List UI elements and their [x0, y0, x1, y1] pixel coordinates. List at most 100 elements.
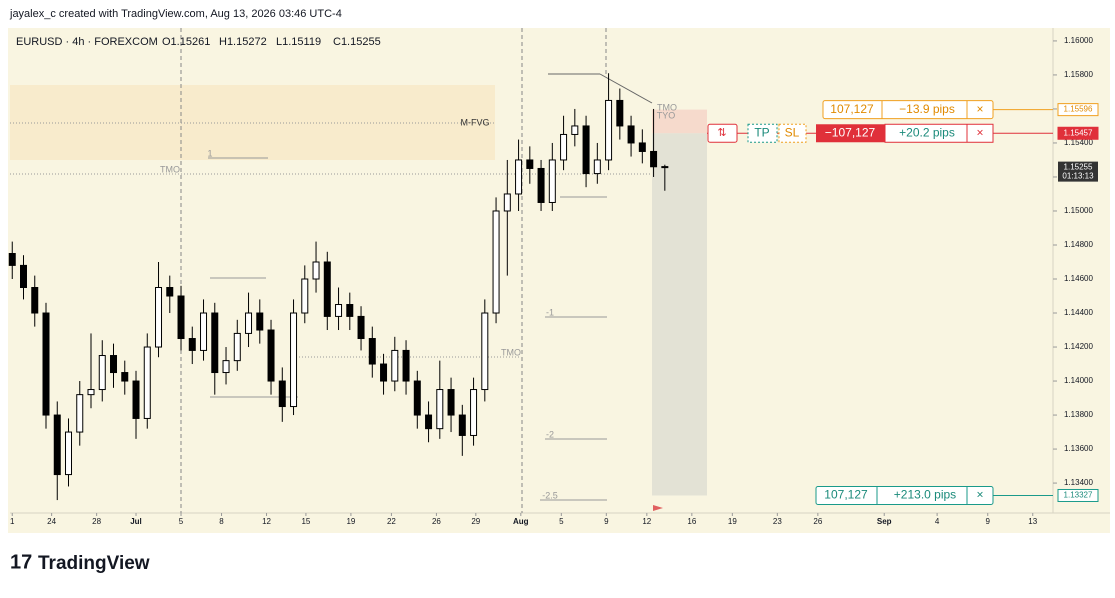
x-tick-label: 29 — [471, 517, 480, 526]
x-tick-label: 5 — [559, 517, 564, 526]
price-label: 1.15596 — [1064, 105, 1093, 114]
entry-qty-bg — [816, 124, 885, 143]
entry-pips: +20.2 pips — [899, 125, 955, 139]
countdown: 01:13:13 — [1062, 172, 1094, 181]
close-icon[interactable]: × — [976, 488, 983, 502]
candle-body — [571, 125, 579, 135]
candle-body — [31, 287, 39, 314]
price-label-bg — [1057, 488, 1099, 502]
candle-body — [616, 99, 624, 127]
x-tick-label: Jul — [130, 517, 142, 526]
candle-body — [638, 142, 646, 152]
candle-body — [211, 312, 219, 374]
candle-body — [155, 287, 163, 348]
ohlc-legend: O1.15261 H1.15272 L1.15119 C1.15255 — [162, 36, 381, 48]
x-tick-label: 12 — [642, 517, 651, 526]
stop-box — [822, 100, 994, 120]
candle-body — [548, 159, 556, 203]
candle-body — [413, 380, 421, 416]
candle-body — [290, 312, 298, 408]
price-label-bg — [1058, 161, 1098, 182]
annotation: 1 — [207, 148, 212, 158]
candle-body — [177, 295, 185, 340]
y-tick-label: 1.13400 — [1064, 478, 1093, 487]
candle-body — [526, 159, 534, 169]
candle-body — [537, 167, 545, 203]
candle-body — [368, 338, 376, 365]
x-tick-label: 19 — [346, 517, 355, 526]
x-tick-label: 15 — [301, 517, 310, 526]
ohlc-value: H1.15272 — [219, 36, 267, 48]
candle-body — [650, 150, 658, 168]
candle-body — [166, 287, 174, 297]
candle-body — [425, 414, 433, 430]
y-tick-label: 1.15000 — [1064, 206, 1093, 215]
candle-body — [481, 312, 489, 391]
candle-body — [76, 394, 84, 433]
close-icon[interactable]: × — [976, 125, 983, 139]
candle-body — [121, 372, 129, 382]
candle-body — [98, 355, 106, 391]
target-box — [815, 485, 994, 505]
candle-body — [312, 261, 320, 280]
y-tick-label: 1.15800 — [1064, 70, 1093, 79]
close-icon[interactable]: × — [976, 102, 983, 116]
x-tick-label: 16 — [687, 517, 696, 526]
fvg-zone — [10, 85, 495, 160]
price-label-bg — [1057, 126, 1099, 140]
sl-button[interactable] — [778, 123, 807, 143]
annotation: -1 — [546, 307, 554, 317]
y-tick-label: 1.16000 — [1064, 36, 1093, 45]
x-tick-label: 13 — [1028, 517, 1037, 526]
y-tick-label: 1.14000 — [1064, 376, 1093, 385]
candle-body — [87, 389, 95, 396]
candle-body — [447, 389, 455, 416]
reverse-button[interactable] — [707, 123, 738, 143]
candle-body — [335, 304, 343, 317]
candle-body — [436, 389, 444, 430]
candle-body — [492, 210, 500, 314]
price-label-bg — [1057, 103, 1099, 117]
candle-body — [661, 166, 669, 169]
candle-body — [267, 329, 275, 382]
symbol: EURUSD · 4h · FOREXCOM — [16, 36, 158, 48]
x-tick-label: 4 — [935, 517, 940, 526]
candle-body — [627, 125, 635, 144]
stop-zone — [652, 109, 707, 134]
candle-body — [605, 99, 613, 161]
annotation: M-FVG — [461, 117, 490, 127]
ohlc-value: O1.15261 — [162, 36, 210, 48]
price-label: 1.15255 — [1064, 163, 1093, 172]
x-tick-label: 9 — [986, 517, 991, 526]
x-tick-label: 8 — [219, 517, 224, 526]
annotation: TMO — [501, 347, 521, 357]
candle-body — [380, 363, 388, 382]
candle-body — [357, 315, 365, 340]
entry-box — [884, 123, 994, 143]
x-tick-label: 23 — [773, 517, 782, 526]
target-zone — [652, 133, 707, 496]
x-tick-label: 26 — [432, 517, 441, 526]
candle-body — [323, 261, 331, 317]
candle-body — [233, 332, 241, 362]
tp-button[interactable] — [747, 123, 778, 143]
candle-body — [582, 125, 590, 175]
x-tick-label: 19 — [728, 517, 737, 526]
y-tick-label: 1.13600 — [1064, 444, 1093, 453]
candle-body — [278, 380, 286, 408]
target-pips: +213.0 pips — [894, 488, 956, 502]
x-tick-label: 12 — [262, 517, 271, 526]
logo-icon: 17 — [10, 551, 32, 573]
arrow-marker — [653, 505, 663, 511]
candle-body — [143, 346, 151, 419]
candle-body — [222, 360, 230, 374]
candle-body — [65, 431, 73, 476]
candle-body — [42, 312, 50, 416]
plot: 1.160001.158001.156001.154001.152001.150… — [8, 36, 1099, 526]
candle-body — [560, 133, 568, 161]
annotation: TMO — [657, 102, 677, 112]
x-tick-label: 22 — [387, 517, 396, 526]
candle-body — [391, 349, 399, 382]
